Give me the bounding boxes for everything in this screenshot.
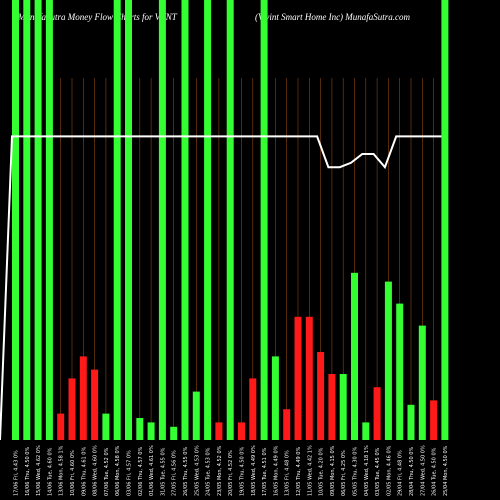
x-tick-label: 28/04 Thu, 4.50 0% [409,447,415,496]
x-tick-label: 02/05 Mon, 4.46 0% [386,445,392,496]
x-tick-label: 24/05 Tue, 4.53 0% [206,447,212,496]
money-flow-bar [249,378,257,440]
x-tick-label: 09/06 Thu, 4.61 0% [81,447,87,496]
money-flow-bar [79,356,87,440]
money-flow-bar [147,422,155,440]
x-tick-label: 26/05 Thu, 4.55 0% [183,447,189,496]
x-tick-label: 18/05 Wed, 4.49 0% [251,445,257,496]
money-flow-bar [45,0,53,440]
money-flow-bar [102,413,110,440]
money-flow-bar [328,374,336,440]
x-tick-label: 17/06 Fri, 4.43 0% [14,450,20,496]
money-flow-bar [125,0,132,440]
x-tick-label: 04/05 Wed, 4.18 1% [364,445,370,496]
x-tick-label: 17/05 Tue, 4.51 0% [262,447,268,496]
x-tick-label: 02/06 Thu, 4.57 0% [138,447,144,496]
x-tick-label: 27/04 Wed, 4.50 0% [420,445,426,496]
x-tick-label: 31/05 Tue, 4.55 0% [160,447,166,496]
money-flow-bar [373,387,381,440]
money-flow-bar [181,0,189,440]
x-tick-label: 07/06 Tue, 4.52 0% [104,447,110,496]
money-flow-bar [238,422,245,440]
money-flow-bar [294,316,302,440]
money-flow-bar [57,413,65,440]
money-flow-bar [68,378,76,440]
x-tick-label: 29/04 Fri, 4.48 0% [398,450,404,496]
x-tick-label: 23/05 Mon, 4.52 0% [217,445,223,496]
trend-line [0,135,442,441]
money-flow-bar [136,418,144,440]
money-flow-bar [91,369,99,440]
x-tick-label: 01/06 Wed, 4.61 0% [149,445,155,496]
money-flow-bar [12,0,19,440]
money-flow-bar [34,0,42,440]
money-flow-bar [362,422,370,440]
x-tick-label: 14/06 Tue, 4.60 0% [47,447,53,496]
money-flow-bar [260,0,268,440]
money-flow-bar [215,422,223,440]
x-tick-label: 10/06 Fri, 4.60 0% [70,450,76,496]
money-flow-bar [170,426,178,440]
x-tick-label: 27/05 Fri, 4.56 0% [172,450,178,496]
x-tick-label: 13/05 Fri, 4.48 0% [285,450,291,496]
x-tick-label: 08/06 Wed, 4.60 0% [93,445,99,496]
money-flow-bar [441,0,449,440]
x-tick-label: 26/04 Tue, 4.50 0% [432,447,438,496]
chart-title: MunafaSutra Money Flow Charts for VVNT [18,12,177,22]
x-tick-label: 20/05 Fri, 4.52 0% [228,450,234,496]
money-flow-bar [113,0,121,440]
x-tick-label: 06/05 Fri, 4.25 0% [341,450,347,496]
money-flow-bar [407,404,415,440]
money-flow-bar [430,400,438,440]
money-flow-bar [204,0,212,440]
money-flow-bar [192,391,200,440]
x-tick-label: 15/06 Wed, 4.62 0% [36,445,42,496]
x-tick-label: 10/05 Tue, 4.20 0% [319,447,325,496]
money-flow-bar [384,281,392,440]
money-flow-bar [283,409,291,440]
x-tick-label: 11/05 Wed, 4.42 1% [307,445,313,496]
money-flow-bar [158,0,166,440]
x-tick-label: 03/06 Fri, 4.57 0% [127,450,133,496]
x-tick-label: 03/05 Tue, 4.45 0% [375,447,381,496]
money-flow-bar [271,356,279,440]
x-tick-label: 05/05 Thu, 4.30 0% [353,447,359,496]
x-tick-label: 13/06 Mon, 4.58 1% [59,445,65,496]
x-tick-label: 09/05 Mon, 4.15 0% [330,445,336,496]
money-flow-bar [226,0,234,440]
x-tick-label: 12/05 Thu, 4.49 0% [296,447,302,496]
money-flow-bar [351,272,358,440]
money-flow-bar [418,325,426,440]
money-flow-bar [305,316,313,440]
x-tick-label: 06/06 Mon, 4.58 0% [115,445,121,496]
money-flow-bar [317,352,325,440]
chart-subtitle: (Vivint Smart Home Inc) MunafaSutra.com [255,12,411,22]
x-tick-label: 25/04 Mon, 4.50 0% [443,445,449,496]
money-flow-bar [23,0,31,440]
x-tick-label: 19/05 Thu, 4.50 0% [240,447,246,496]
x-tick-label: 16/06 Thu, 4.50 0% [25,447,31,496]
x-tick-label: 25/05 Wed, 4.53 0% [194,445,200,496]
money-flow-bar [396,303,404,440]
x-tick-label: 16/05 Mon, 4.49 0% [273,445,279,496]
money-flow-bar [339,374,347,440]
